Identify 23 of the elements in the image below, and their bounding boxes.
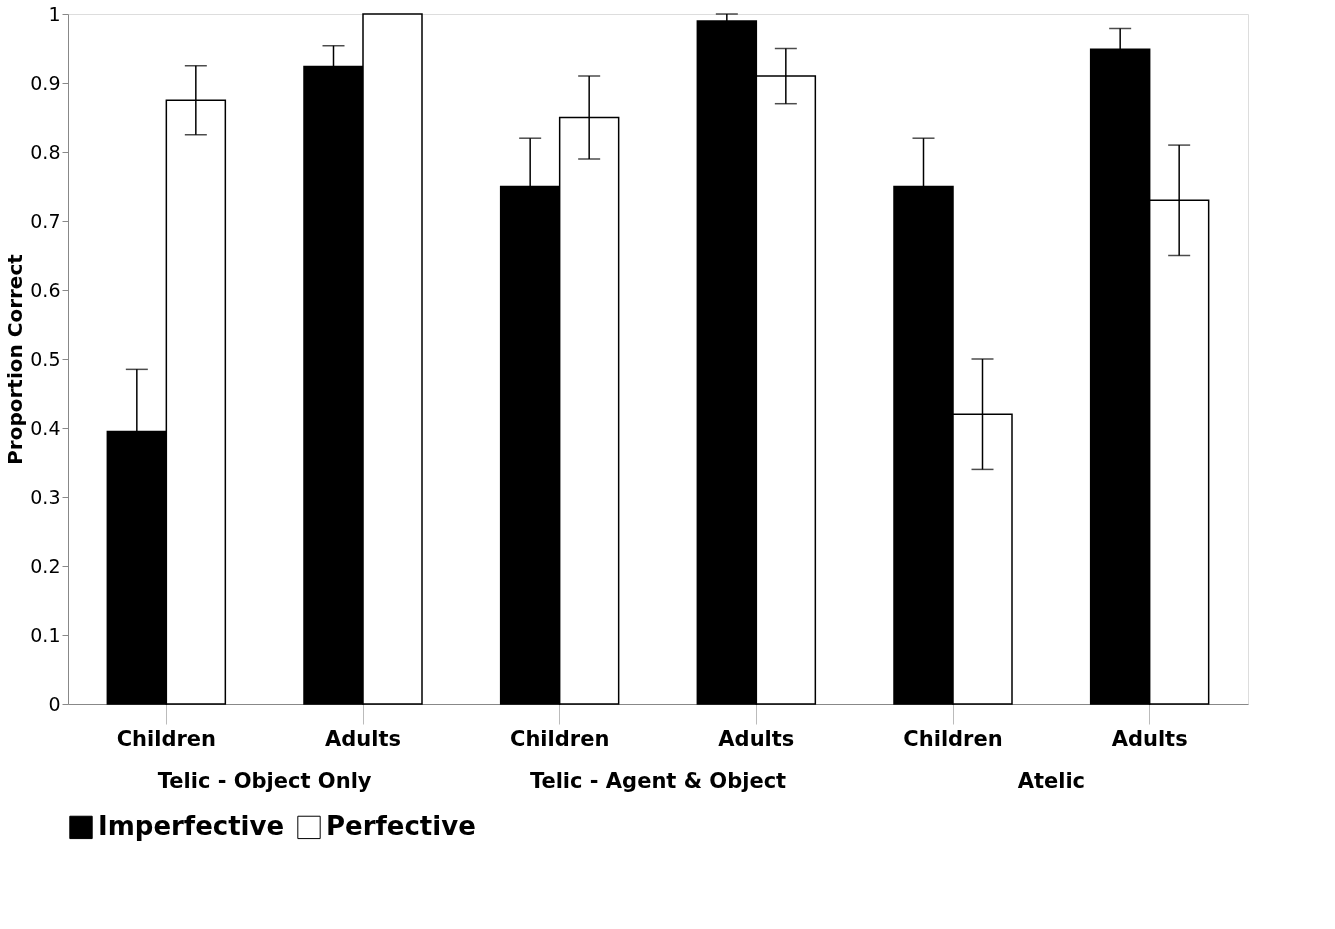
y-tick-label: 0.4 — [30, 416, 61, 439]
text: Atelic — [1017, 769, 1086, 793]
x-tick-label: Children — [903, 726, 1003, 751]
legend-label: Imperfective — [98, 811, 285, 842]
y-tick-label: 0.1 — [30, 623, 61, 646]
text: Telic - Object Only — [157, 769, 372, 793]
y-tick-label: 1 — [48, 2, 61, 25]
x-tick-label: Adults — [325, 726, 401, 751]
x-tick-label: Adults — [1111, 726, 1188, 751]
y-tick-label: 0 — [48, 692, 61, 715]
y-tick-label: 0.3 — [30, 485, 61, 508]
text: Telic - Agent & Object — [529, 769, 787, 793]
x-tick-label: Adults — [718, 726, 795, 751]
y-tick-label: 0.9 — [30, 71, 61, 94]
x-tick-label: Children — [509, 726, 610, 751]
y-tick-label: 0.2 — [30, 554, 61, 577]
x-tick-label: Children — [116, 726, 217, 751]
legend-label: Perfective — [326, 811, 476, 842]
y-tick-label: 0.8 — [30, 140, 61, 163]
y-tick-label: 0.6 — [30, 278, 61, 301]
y-axis-title: Proportion Correct — [3, 253, 28, 465]
y-tick-label: 0.5 — [30, 347, 61, 370]
y-tick-label: 0.7 — [30, 209, 61, 232]
